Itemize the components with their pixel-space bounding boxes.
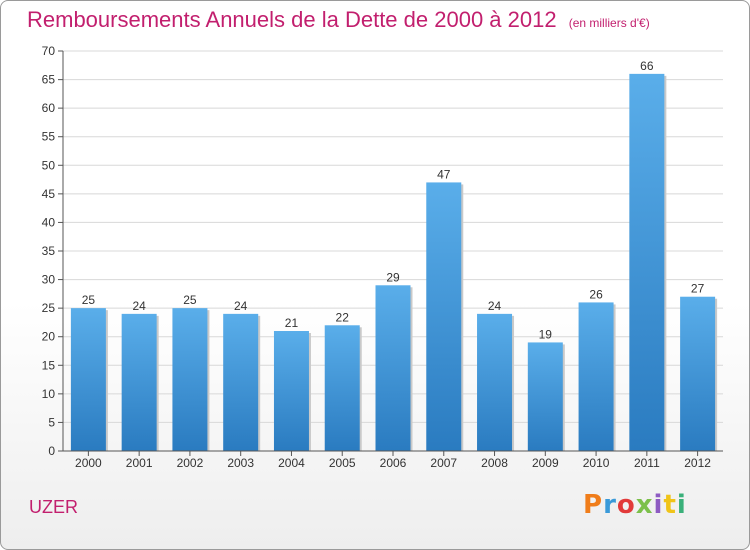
y-tick-label: 20	[42, 330, 56, 344]
bar	[477, 313, 513, 451]
x-tick-label: 2010	[583, 456, 610, 470]
x-tick-label: 2007	[430, 456, 457, 470]
proxiti-logo: Proxiti	[583, 490, 687, 520]
chart-title-text: Remboursements Annuels de la Dette de 20…	[27, 7, 557, 32]
x-tick-label: 2011	[634, 456, 660, 470]
y-tick-label: 10	[42, 387, 56, 401]
place-name: UZER	[29, 497, 78, 517]
x-tick-label: 2004	[278, 456, 305, 470]
bar-value-label: 26	[589, 287, 603, 301]
bar-value-label: 22	[336, 310, 350, 324]
bar-value-label: 24	[488, 299, 502, 313]
bar	[223, 313, 259, 451]
y-tick-label: 15	[42, 358, 56, 372]
bar	[680, 296, 716, 451]
bar	[629, 73, 665, 451]
x-tick-label: 2005	[329, 456, 356, 470]
bar-value-label: 24	[234, 299, 248, 313]
y-tick-label: 5	[48, 415, 55, 429]
bar-value-label: 66	[640, 59, 654, 73]
bar	[426, 182, 462, 451]
y-tick-label: 50	[42, 158, 56, 172]
y-tick-label: 30	[42, 273, 56, 287]
bar-value-label: 19	[539, 327, 553, 341]
bar-value-label: 47	[437, 167, 451, 181]
x-tick-label: 2012	[684, 456, 711, 470]
bar	[324, 325, 360, 451]
axes: 0 5 10 15 20 25 30 35 40 45 50 55 60 65 70 2000 2001 2002…	[42, 44, 723, 470]
x-tick-label: 2001	[126, 456, 153, 470]
logo-letter: i	[653, 490, 664, 520]
chart-unit-label: (en milliers d'€)	[568, 16, 650, 30]
y-tick-label: 65	[42, 73, 56, 87]
y-tick-label: 35	[42, 244, 56, 258]
bar-value-label: 29	[386, 270, 400, 284]
bar	[172, 308, 208, 451]
bar-value-label: 25	[82, 293, 96, 307]
x-tick-label: 2008	[481, 456, 508, 470]
x-tick-label: 2003	[227, 456, 254, 470]
bar	[70, 308, 106, 451]
logo-letter: r	[603, 490, 617, 520]
bar	[578, 302, 614, 451]
bar	[527, 342, 563, 451]
x-tick-label: 2000	[75, 456, 102, 470]
logo-letter: x	[635, 490, 654, 520]
bar-value-label: 27	[691, 282, 705, 296]
y-tick-label: 40	[42, 215, 56, 229]
logo-letter: P	[583, 490, 604, 520]
bar-value-label: 25	[183, 293, 197, 307]
logo-letter: t	[663, 490, 677, 520]
bar	[273, 331, 309, 451]
bar	[121, 313, 157, 451]
chart-title: Remboursements Annuels de la Dette de 20…	[27, 7, 650, 33]
logo-letter: i	[676, 490, 687, 520]
y-tick-label: 45	[42, 187, 56, 201]
x-tick-label: 2002	[177, 456, 204, 470]
y-tick-label: 25	[42, 301, 56, 315]
y-tick-label: 55	[42, 130, 56, 144]
y-tick-label: 70	[42, 44, 56, 58]
y-tick-label: 60	[42, 101, 56, 115]
logo-letter: o	[616, 490, 636, 520]
bar-value-label: 21	[285, 316, 299, 330]
bars: 25 24 25 24 21 22 29 47 24 19 26 66 27	[70, 59, 718, 451]
x-tick-label: 2006	[380, 456, 407, 470]
bar	[375, 285, 411, 451]
y-tick-label: 0	[48, 444, 55, 458]
x-tick-label: 2009	[532, 456, 559, 470]
bar-value-label: 24	[132, 299, 146, 313]
